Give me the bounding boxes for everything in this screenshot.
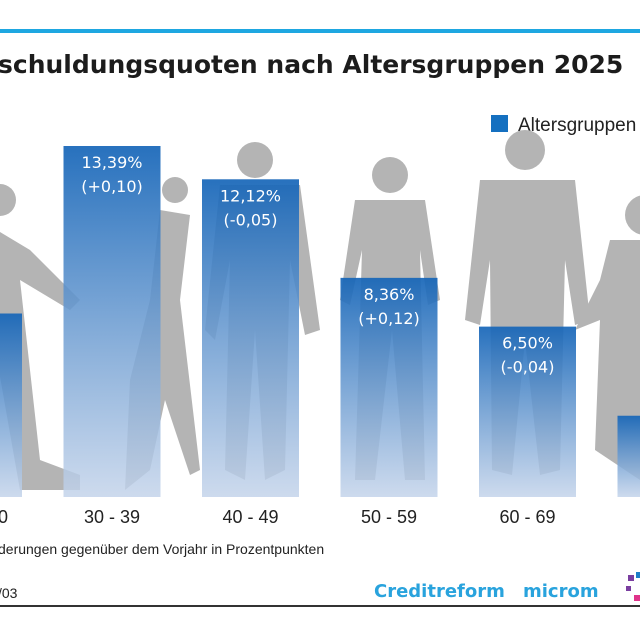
change-label: (-0,04) bbox=[501, 358, 555, 377]
bar bbox=[63, 146, 161, 497]
value-label: 13,39% bbox=[81, 153, 142, 172]
legend-swatch bbox=[491, 115, 508, 132]
change-label: (+0,10) bbox=[81, 177, 143, 196]
category-label: 50 - 59 bbox=[361, 507, 417, 527]
accent-line bbox=[0, 29, 640, 33]
logo-icon bbox=[626, 572, 640, 601]
category-label: 0 bbox=[0, 507, 8, 527]
footnote: derungen gegenüber dem Vorjahr in Prozen… bbox=[0, 541, 324, 557]
category-label: 60 - 69 bbox=[499, 507, 555, 527]
category-labels: 0 30 - 39 40 - 49 50 - 59 60 - 69 bbox=[0, 507, 556, 527]
bars bbox=[0, 146, 640, 497]
logo-microm: microm bbox=[523, 581, 599, 602]
change-label: (-0,05) bbox=[224, 210, 278, 229]
change-label: (+0,12) bbox=[358, 309, 420, 328]
bar bbox=[479, 326, 576, 497]
bar-labels: )13,39%(+0,10)12,12%(-0,05)8,36%(+0,12)6… bbox=[81, 153, 555, 377]
value-label: 8,36% bbox=[364, 285, 415, 304]
category-label: 40 - 49 bbox=[222, 507, 278, 527]
category-label: 30 - 39 bbox=[84, 507, 140, 527]
source-code: /03 bbox=[0, 585, 18, 601]
value-label: 12,12% bbox=[220, 186, 281, 205]
logo-creditreform: Creditreform bbox=[374, 581, 505, 602]
bottom-rule bbox=[0, 605, 640, 607]
legend-label: Altersgruppen bbox=[518, 115, 636, 136]
bar bbox=[0, 313, 22, 497]
bar bbox=[340, 277, 438, 497]
value-label: 6,50% bbox=[502, 334, 553, 353]
chart-title: schuldungsquoten nach Altersgruppen 2025 bbox=[0, 50, 623, 79]
bar bbox=[617, 415, 640, 497]
bar bbox=[202, 179, 299, 497]
